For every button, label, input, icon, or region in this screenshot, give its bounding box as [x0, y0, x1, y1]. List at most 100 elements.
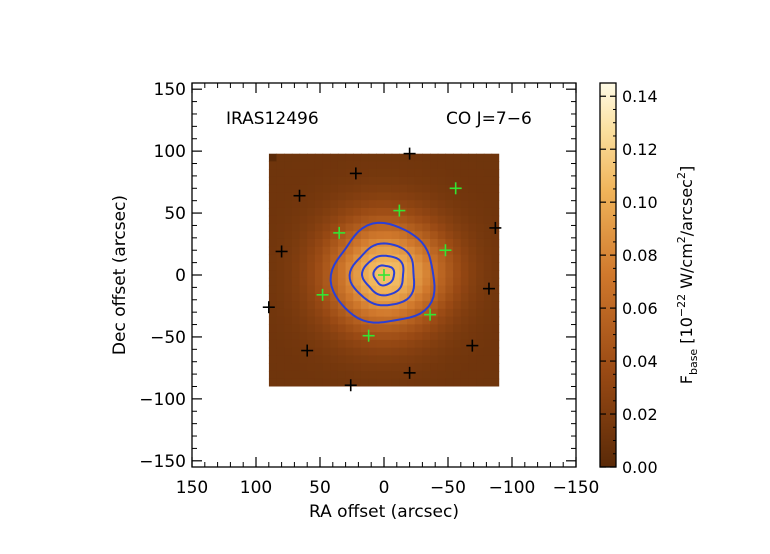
heatmap-cell [399, 355, 408, 364]
heatmap-cell [407, 153, 416, 162]
heatmap-cell [330, 200, 339, 209]
heatmap-cell [360, 161, 370, 170]
heatmap-cell [368, 339, 377, 349]
heatmap-cell [430, 200, 439, 209]
heatmap-cell [337, 153, 347, 162]
heatmap-cell [414, 332, 423, 341]
heatmap-cell [330, 347, 339, 357]
heatmap-cell [445, 169, 454, 178]
heatmap-cell [376, 324, 385, 333]
heatmap-cell [476, 316, 485, 325]
heatmap-cell [284, 301, 293, 310]
heatmap-cell [360, 347, 370, 357]
heatmap-cell [468, 192, 477, 201]
heatmap-cell [460, 238, 470, 248]
heatmap-cell [384, 347, 393, 357]
heatmap-cell [384, 176, 393, 186]
heatmap-cell [437, 285, 447, 294]
heatmap-cell [307, 254, 316, 263]
heatmap-cell [453, 153, 462, 162]
heatmap-cell [468, 215, 477, 225]
heatmap-cell [407, 176, 416, 186]
heatmap-cell [407, 293, 416, 302]
heatmap-cell [284, 223, 293, 232]
heatmap-cell [268, 324, 278, 333]
heatmap-cell [353, 285, 362, 294]
heatmap-cell [345, 153, 354, 162]
heatmap-cell [460, 161, 470, 170]
heatmap-cell [307, 161, 316, 170]
heatmap-cell [476, 176, 485, 186]
heatmap-cell [399, 332, 408, 341]
heatmap-cell [360, 184, 370, 194]
green-marker [393, 204, 406, 217]
heatmap-cell [353, 347, 362, 357]
heatmap-cell [299, 153, 308, 162]
heatmap-cell [407, 339, 416, 349]
heatmap-cell [345, 223, 354, 232]
heatmap-cell [468, 378, 477, 387]
heatmap-cell [353, 161, 362, 170]
heatmap-cell [391, 192, 400, 201]
heatmap-cell [299, 192, 308, 201]
heatmap-cell [268, 207, 278, 217]
heatmap-cell [407, 301, 416, 310]
heatmap-cell [322, 332, 331, 341]
heatmap-cell [437, 370, 447, 380]
heatmap-cell [430, 262, 439, 271]
heatmap-cell [330, 270, 339, 279]
heatmap-cell [468, 200, 477, 209]
heatmap-cell [291, 277, 301, 287]
heatmap-cell [360, 200, 370, 209]
heatmap-cell [337, 316, 347, 325]
heatmap-cell [353, 308, 362, 318]
heatmap-cell [422, 262, 431, 271]
heatmap-cell [337, 285, 347, 294]
heatmap-cell [399, 169, 408, 178]
heatmap-cell [376, 161, 385, 170]
heatmap-cell [268, 285, 278, 294]
heatmap-cell [384, 184, 393, 194]
heatmap-cell [399, 200, 408, 209]
heatmap-cell [460, 332, 470, 341]
heatmap-cell [299, 355, 308, 364]
heatmap-cell [437, 207, 447, 217]
heatmap-cell [299, 270, 308, 279]
heatmap-cell [307, 184, 316, 194]
heatmap-cell [284, 169, 293, 178]
heatmap-cell [483, 169, 493, 178]
heatmap-cell [276, 270, 285, 279]
heatmap-cell [322, 246, 331, 256]
heatmap-cell [453, 347, 462, 357]
heatmap-cell [491, 370, 500, 380]
heatmap-cell [299, 308, 308, 318]
heatmap-cell [483, 316, 493, 325]
heatmap-cell [360, 301, 370, 310]
heatmap-cell [353, 355, 362, 364]
heatmap-cell [491, 207, 500, 217]
heatmap-cell [483, 293, 493, 302]
heatmap-cell [314, 378, 324, 387]
heatmap-cell [291, 153, 301, 162]
heatmap-cell [353, 378, 362, 387]
heatmap-cell [476, 301, 485, 310]
heatmap-cell [476, 207, 485, 217]
black-marker [262, 301, 275, 314]
heatmap-cell [276, 316, 285, 325]
heatmap-cell [453, 316, 462, 325]
heatmap-cell [376, 316, 385, 325]
heatmap-cell [414, 207, 423, 217]
heatmap-cell [430, 192, 439, 201]
heatmap-cell [384, 378, 393, 387]
heatmap-cell [422, 332, 431, 341]
heatmap-cell [453, 254, 462, 263]
heatmap-cell [430, 363, 439, 372]
heatmap-cell [422, 176, 431, 186]
heatmap-cell [353, 324, 362, 333]
heatmap-cell [314, 332, 324, 341]
heatmap-cell [437, 200, 447, 209]
heatmap-cell [476, 324, 485, 333]
heatmap-cell [307, 231, 316, 240]
heatmap-cell [299, 370, 308, 380]
